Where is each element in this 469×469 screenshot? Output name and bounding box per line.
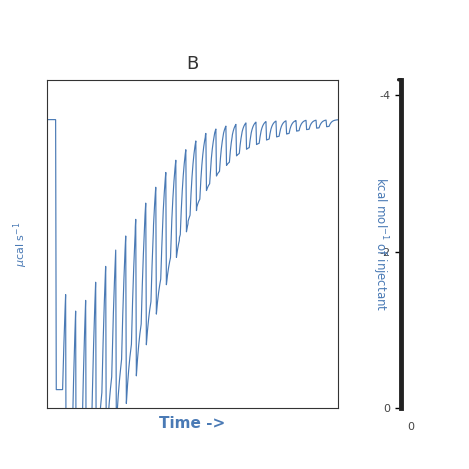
Text: $\mu$cal s$^{-1}$: $\mu$cal s$^{-1}$ <box>12 221 30 266</box>
Text: kcal mol$^{-1}$ of injectant: kcal mol$^{-1}$ of injectant <box>370 177 390 311</box>
X-axis label: Time ->: Time -> <box>159 416 226 431</box>
Text: 0: 0 <box>407 422 414 432</box>
Title: B: B <box>186 54 198 73</box>
